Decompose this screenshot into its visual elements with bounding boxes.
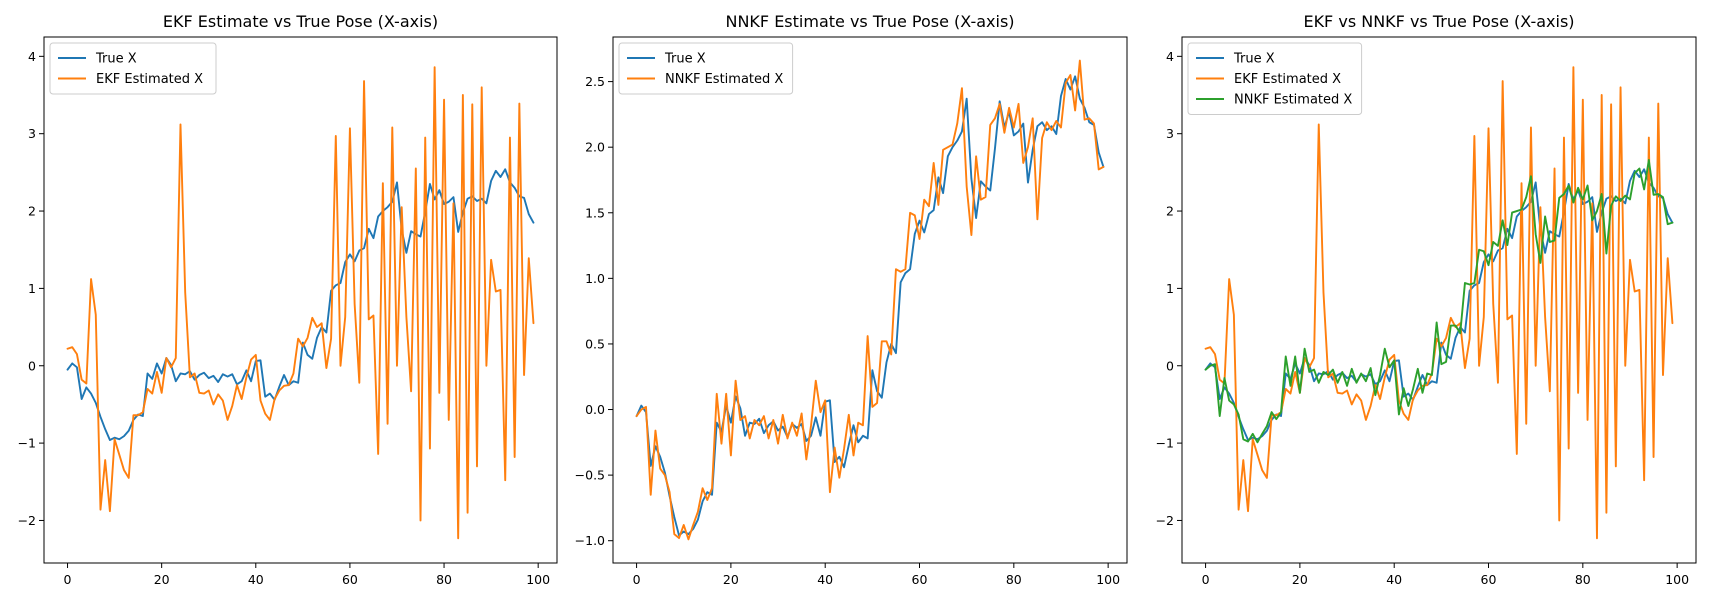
x-tick-label: 20 <box>154 572 170 587</box>
legend-box <box>1187 42 1363 115</box>
y-tick-label: 0.5 <box>585 336 605 351</box>
y-tick-label: 2 <box>28 204 36 219</box>
x-tick-label: 80 <box>1575 572 1591 587</box>
legend-box <box>49 42 217 95</box>
y-tick-label: −1 <box>1156 436 1174 451</box>
y-tick-label: 3 <box>28 126 36 141</box>
y-tick-label: 0 <box>28 358 36 373</box>
y-tick-label: −2 <box>18 513 36 528</box>
legend-label: NNKF Estimated X <box>665 72 783 87</box>
x-tick-label: 80 <box>436 572 452 587</box>
plot-area <box>1204 66 1674 540</box>
series-line-nnkf-estimated-x <box>1204 159 1674 444</box>
chart-panel-2: NNKF Estimate vs True Pose (X-axis) 0 20 40… <box>575 12 1128 587</box>
plot-area <box>635 59 1105 541</box>
legend-label: NNKF Estimated X <box>1234 93 1352 108</box>
legend: True X EKF Estimated X NNKF Estimated X <box>1187 42 1363 115</box>
x-tick-label: 100 <box>1096 572 1120 587</box>
legend-label: EKF Estimated X <box>1234 72 1341 87</box>
legend: True X NNKF Estimated X <box>618 42 794 95</box>
chart-panel-3: EKF vs NNKF vs True Pose (X-axis)0 20 40 60… <box>1156 12 1697 587</box>
y-tick-label: 2.5 <box>585 74 605 89</box>
x-tick-label: 60 <box>1481 572 1497 587</box>
y-tick-label: 1 <box>1166 281 1174 296</box>
x-tick-label: 20 <box>1292 572 1308 587</box>
y-tick-label: 2 <box>1166 204 1174 219</box>
y-tick-label: 3 <box>1166 126 1174 141</box>
x-tick-label: 0 <box>1202 572 1210 587</box>
x-tick-label: 100 <box>1665 572 1689 587</box>
plot-area <box>66 66 535 540</box>
series-line-ekf-estimated-x <box>66 66 535 540</box>
x-tick-label: 80 <box>1006 572 1022 587</box>
x-tick-label: 40 <box>1386 572 1402 587</box>
y-tick-label: 4 <box>28 49 36 64</box>
x-tick-label: 0 <box>64 572 72 587</box>
y-tick-label: 1 <box>28 281 36 296</box>
axes-frame <box>612 36 1128 564</box>
series-line-ekf-estimated-x <box>1204 66 1674 540</box>
y-tick-label: −1.0 <box>575 533 605 548</box>
legend: True X EKF Estimated X <box>49 42 217 95</box>
chart-title: NNKF Estimate vs True Pose (X-axis) <box>725 12 1014 31</box>
legend-label: True X <box>664 52 706 67</box>
series-line-nnkf-estimated-x <box>635 59 1105 541</box>
axes-frame <box>1181 36 1697 564</box>
legend-label: True X <box>1233 52 1275 67</box>
chart-title: EKF vs NNKF vs True Pose (X-axis) <box>1303 12 1574 31</box>
x-tick-label: 60 <box>912 572 928 587</box>
x-tick-label: 0 <box>633 572 641 587</box>
x-tick-label: 60 <box>342 572 358 587</box>
series-line-true-x <box>66 168 535 441</box>
y-tick-label: 1.5 <box>585 205 605 220</box>
x-tick-label: 40 <box>817 572 833 587</box>
y-tick-label: −1 <box>18 436 36 451</box>
y-tick-label: 0.0 <box>585 402 605 417</box>
chart-panel-1: EKF Estimate vs True Pose (X-axis)0 20 40 6… <box>18 12 558 587</box>
y-tick-label: −2 <box>1156 513 1174 528</box>
y-tick-label: 4 <box>1166 49 1174 64</box>
legend-label: True X <box>95 52 137 67</box>
x-tick-label: 100 <box>526 572 550 587</box>
legend-box <box>618 42 794 95</box>
y-tick-label: −0.5 <box>575 468 605 483</box>
y-tick-label: 1.0 <box>585 271 605 286</box>
y-tick-label: 2.0 <box>585 140 605 155</box>
chart-title: EKF Estimate vs True Pose (X-axis) <box>163 12 438 31</box>
x-tick-label: 40 <box>248 572 264 587</box>
legend-label: EKF Estimated X <box>96 72 203 87</box>
y-tick-label: 0 <box>1166 358 1174 373</box>
axes-frame <box>43 36 558 564</box>
x-tick-label: 20 <box>723 572 739 587</box>
